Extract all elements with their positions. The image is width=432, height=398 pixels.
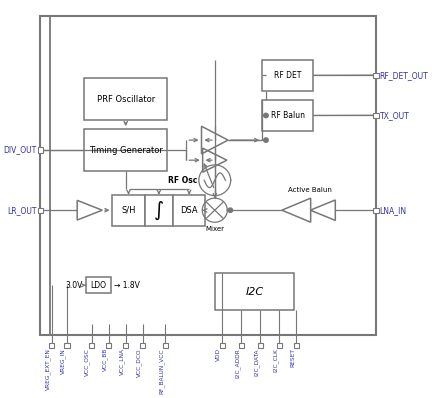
Bar — [163, 343, 168, 348]
Bar — [262, 60, 313, 91]
Text: VCC_OSC: VCC_OSC — [85, 348, 90, 376]
Text: Mixer: Mixer — [205, 226, 224, 232]
Bar — [106, 343, 111, 348]
Text: VREG_IN: VREG_IN — [60, 348, 66, 374]
Bar — [84, 78, 167, 120]
Circle shape — [264, 113, 268, 118]
Text: Timing Generator: Timing Generator — [89, 146, 162, 155]
Bar — [276, 343, 282, 348]
Bar — [257, 343, 263, 348]
Bar — [262, 100, 313, 131]
Bar — [49, 343, 54, 348]
Text: Active Balun: Active Balun — [288, 187, 331, 193]
Bar — [38, 208, 43, 213]
Text: RF DET: RF DET — [274, 71, 302, 80]
Text: VCC_BB: VCC_BB — [102, 348, 108, 371]
Bar — [38, 147, 43, 152]
Text: I2C_DATA: I2C_DATA — [254, 348, 259, 376]
Bar — [89, 343, 94, 348]
Text: RF Osc: RF Osc — [168, 176, 197, 185]
Bar — [294, 343, 299, 348]
Bar — [64, 343, 70, 348]
Circle shape — [264, 138, 268, 142]
Text: RF_BALUN_VCC: RF_BALUN_VCC — [159, 348, 164, 394]
Bar — [173, 195, 205, 226]
Bar — [220, 343, 225, 348]
Text: DSA: DSA — [181, 206, 198, 215]
Text: RF Balun: RF Balun — [271, 111, 305, 120]
Bar — [84, 129, 167, 171]
Text: VREG_EXT_EN: VREG_EXT_EN — [45, 348, 51, 390]
Bar — [112, 195, 145, 226]
Text: TX_OUT: TX_OUT — [380, 111, 410, 120]
Text: RESET: RESET — [290, 348, 295, 367]
Text: 3.0V: 3.0V — [66, 281, 83, 290]
Bar — [373, 72, 378, 78]
Text: $\int$: $\int$ — [153, 199, 165, 222]
Bar — [123, 343, 128, 348]
Text: LDO: LDO — [90, 281, 106, 290]
Text: RF_DET_OUT: RF_DET_OUT — [380, 70, 429, 80]
Text: VDD: VDD — [216, 348, 221, 361]
Text: LNA_IN: LNA_IN — [380, 206, 407, 215]
Text: PRF Oscillator: PRF Oscillator — [97, 95, 155, 103]
Text: I2C: I2C — [245, 287, 264, 297]
Text: LR_OUT: LR_OUT — [7, 206, 37, 215]
Text: I2C_ADDR: I2C_ADDR — [235, 348, 240, 378]
Bar — [140, 343, 146, 348]
Bar — [373, 208, 378, 213]
Text: DIV_OUT: DIV_OUT — [3, 145, 37, 154]
Text: I2C_CLK: I2C_CLK — [273, 348, 278, 372]
Circle shape — [228, 208, 232, 213]
Bar — [238, 343, 244, 348]
Bar — [41, 16, 376, 336]
Text: S/H: S/H — [121, 206, 136, 215]
Text: VCC_LNA: VCC_LNA — [119, 348, 124, 375]
Bar — [86, 277, 111, 293]
Bar — [215, 273, 294, 310]
Bar — [145, 195, 173, 226]
Bar — [373, 113, 378, 118]
Text: VCC_DCO: VCC_DCO — [136, 348, 142, 377]
Text: → 1.8V: → 1.8V — [114, 281, 140, 290]
